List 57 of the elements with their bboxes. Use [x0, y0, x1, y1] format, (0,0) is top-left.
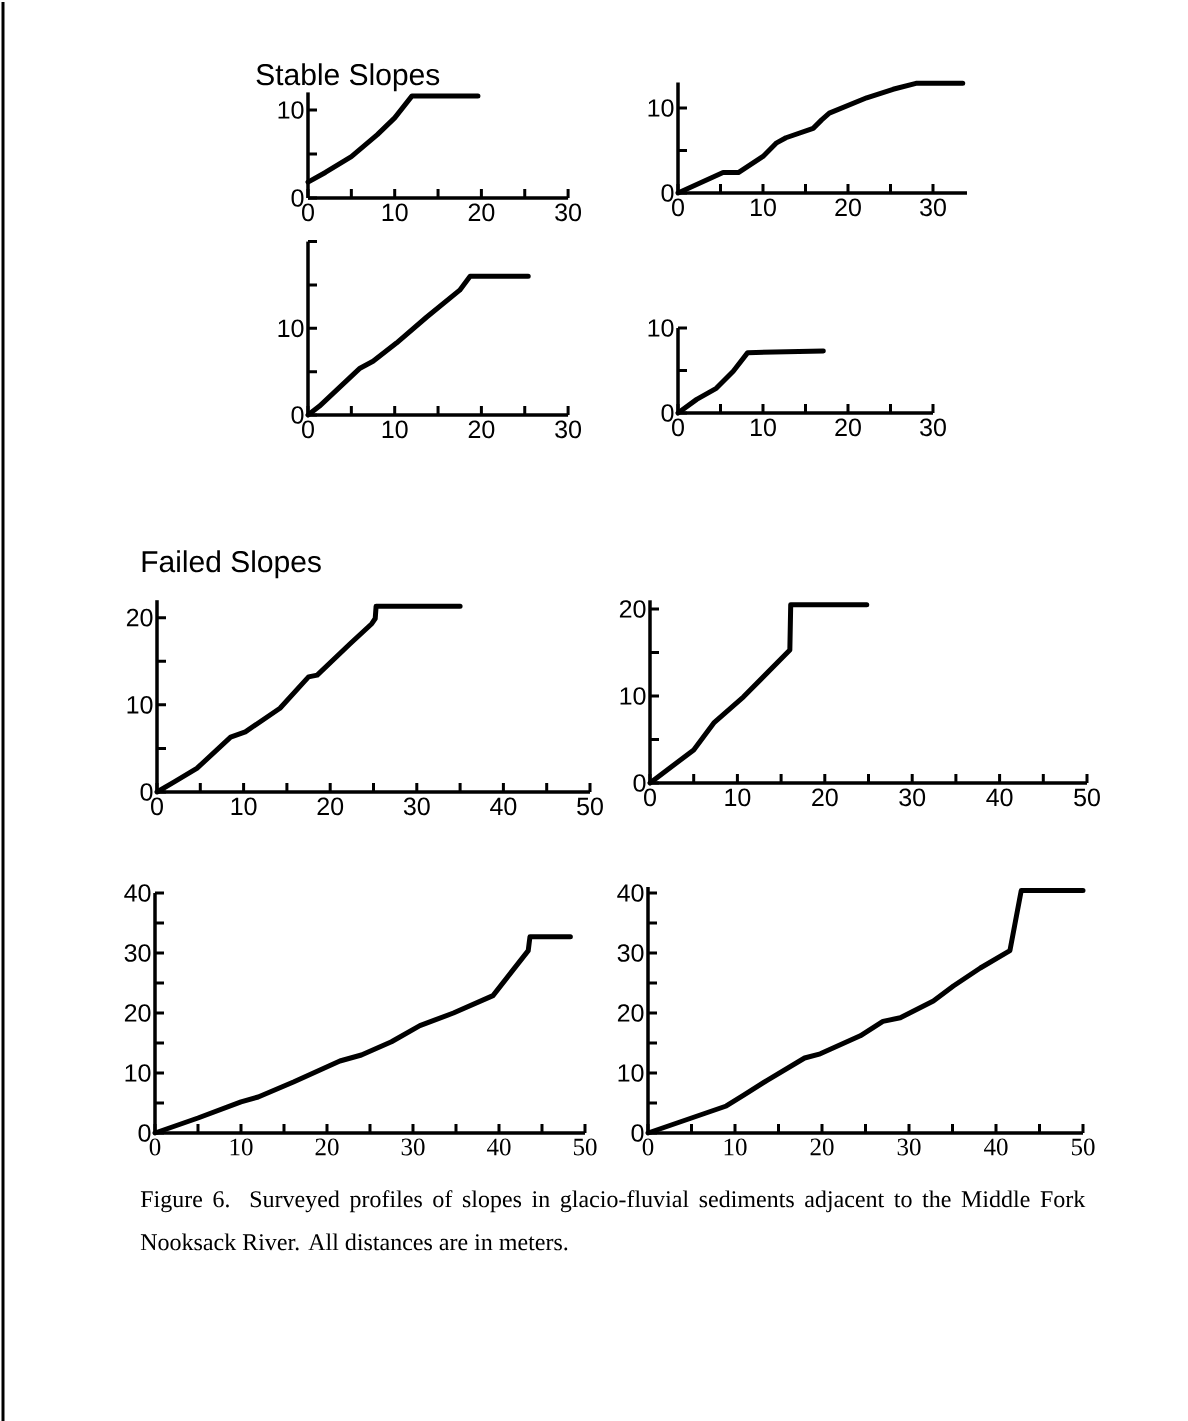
y-tick-label: 10: [278, 319, 304, 338]
x-tick-label: 30: [899, 788, 926, 807]
x-tick-label: 10: [750, 198, 776, 217]
y-tick-label: 20: [126, 608, 153, 627]
y-tick-label: 0: [631, 1124, 644, 1142]
y-tick-label: 20: [619, 600, 646, 618]
y-tick-label: 0: [633, 774, 646, 792]
y-tick-label: 0: [661, 404, 674, 422]
x-tick-label: 20: [810, 1138, 834, 1156]
x-tick-label: 50: [573, 1138, 597, 1156]
y-tick-label: 10: [127, 695, 153, 714]
x-tick-label: 20: [468, 420, 495, 439]
x-tick-label: 50: [577, 797, 603, 816]
y-tick-label: 10: [618, 1064, 644, 1082]
y-tick-label: 10: [278, 101, 304, 119]
y-tick-label: 10: [648, 99, 674, 117]
x-tick-label: 10: [382, 420, 408, 439]
y-tick-label: 20: [124, 1004, 151, 1022]
y-tick-label: 30: [124, 944, 151, 962]
x-tick-label: 40: [986, 788, 1013, 807]
x-tick-label: 40: [983, 1138, 1008, 1156]
y-tick-label: 0: [291, 406, 304, 424]
x-tick-label: 20: [835, 198, 861, 217]
x-tick-label: 30: [401, 1138, 425, 1156]
y-tick-label: 0: [661, 184, 674, 202]
x-tick-label: 30: [555, 203, 582, 222]
x-tick-label: 30: [920, 418, 946, 437]
x-tick-label: 10: [382, 203, 408, 222]
x-tick-label: 10: [725, 788, 751, 807]
x-tick-label: 20: [317, 797, 344, 816]
x-tick-label: 10: [750, 418, 776, 437]
x-tick-label: 10: [230, 1138, 253, 1156]
x-tick-label: 40: [486, 1138, 511, 1156]
chart-title: Failed Slopes: [142, 550, 321, 579]
x-tick-label: 20: [315, 1138, 339, 1156]
x-tick-label: 20: [835, 418, 861, 437]
x-tick-label: 30: [403, 797, 430, 816]
x-tick-label: 30: [555, 420, 582, 439]
x-tick-label: 20: [468, 203, 495, 222]
chart-title: Stable Slopes: [256, 63, 440, 92]
y-tick-label: 10: [125, 1064, 151, 1082]
x-tick-label: 20: [812, 788, 838, 807]
x-tick-label: 30: [897, 1138, 921, 1156]
x-tick-label: 10: [231, 797, 257, 816]
y-tick-label: 30: [617, 944, 644, 962]
x-tick-label: 30: [920, 198, 946, 217]
caption: Figure 6. Surveyed profiles of slopes in glacio-fluvial sediments adjacent to the Middle Fork Nooksack River. All distances are in meters.: [140, 1190, 1086, 1251]
y-tick-label: 40: [617, 884, 644, 902]
y-tick-label: 10: [620, 687, 646, 705]
y-tick-label: 0: [138, 1124, 151, 1142]
x-tick-label: 50: [1074, 788, 1100, 807]
x-tick-label: 10: [724, 1138, 747, 1156]
x-tick-label: 40: [490, 797, 517, 816]
x-tick-label: 50: [1071, 1138, 1095, 1156]
y-tick-label: 10: [648, 319, 674, 337]
y-tick-label: 20: [617, 1004, 644, 1022]
y-tick-label: 40: [124, 884, 151, 902]
